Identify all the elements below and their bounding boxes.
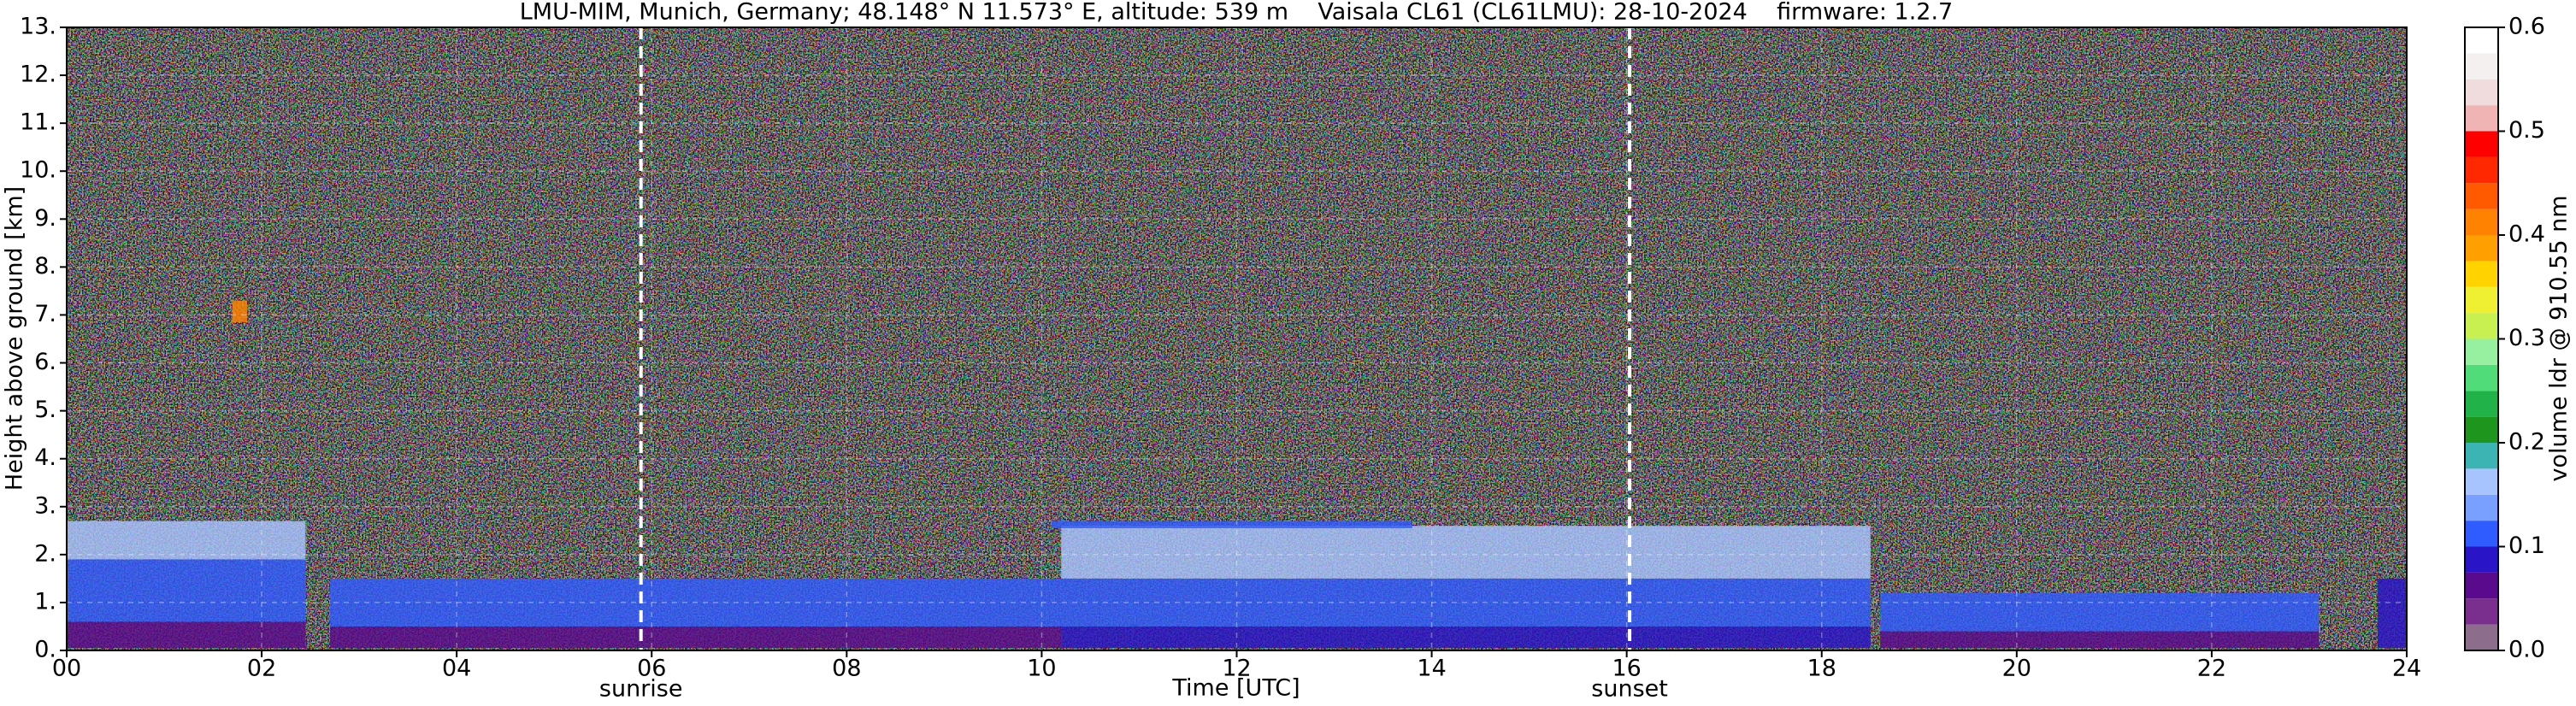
ldr-cell xyxy=(67,621,306,649)
colorbar-swatch xyxy=(2465,338,2498,365)
ldr-cell xyxy=(67,521,306,560)
colorbar-swatch xyxy=(2465,27,2498,54)
y-tick-label: 7. xyxy=(34,301,56,327)
x-tick-label: 00 xyxy=(52,656,81,682)
x-tick-label: 04 xyxy=(442,656,471,682)
y-tick-label: 3. xyxy=(34,492,56,519)
ldr-cell xyxy=(1051,521,1412,529)
chart-title: LMU-MIM, Munich, Germany; 48.148° N 11.5… xyxy=(520,0,1954,26)
y-tick-label: 1. xyxy=(34,588,56,615)
plot-frame xyxy=(66,26,2408,651)
x-tick-label: 20 xyxy=(2002,656,2031,682)
ldr-cell xyxy=(329,626,1062,649)
colorbar-swatch xyxy=(2465,313,2498,339)
x-tick-label: 08 xyxy=(832,656,861,682)
y-tick-label: 11. xyxy=(20,109,56,136)
x-tick-label: 24 xyxy=(2392,656,2421,682)
ldr-cell xyxy=(1061,626,1871,649)
colorbar-swatch xyxy=(2465,598,2498,625)
colorbar-tick-label: 0.3 xyxy=(2508,325,2545,351)
x-tick-label: 14 xyxy=(1417,656,1446,682)
x-tick-label: 16 xyxy=(1612,656,1641,682)
y-tick-label: 4. xyxy=(34,444,56,471)
plot-area xyxy=(66,26,2408,651)
x-tick-label: 10 xyxy=(1027,656,1056,682)
colorbar-swatch xyxy=(2465,468,2498,495)
ldr-cell xyxy=(1880,592,2320,632)
colorbar-swatch xyxy=(2465,79,2498,106)
colorbar-swatch xyxy=(2465,286,2498,314)
colorbar-swatch xyxy=(2465,235,2498,262)
colorbar-tick-label: 0.1 xyxy=(2508,532,2545,559)
ldr-cell xyxy=(232,300,247,322)
colorbar-swatch xyxy=(2465,443,2498,469)
colorbar-tick-label: 0.2 xyxy=(2508,429,2545,456)
colorbar-swatch xyxy=(2465,261,2498,287)
colorbar-tick-label: 0.5 xyxy=(2508,117,2545,144)
y-tick-label: 13. xyxy=(20,14,56,40)
y-tick-label: 9. xyxy=(34,205,56,232)
y-tick-label: 5. xyxy=(34,397,56,423)
colorbar-tick-label: 0.6 xyxy=(2508,14,2545,40)
sun-event-label: sunset xyxy=(1591,676,1668,703)
colorbar-swatch xyxy=(2465,364,2498,391)
y-tick-label: 8. xyxy=(34,253,56,279)
colorbar-swatch xyxy=(2465,53,2498,79)
colorbar-swatch xyxy=(2465,494,2498,521)
y-tick-label: 12. xyxy=(20,62,56,88)
ldr-cell xyxy=(2377,578,2407,649)
x-tick-label: 02 xyxy=(247,656,276,682)
colorbar-swatch xyxy=(2465,572,2498,599)
colorbar-swatch xyxy=(2465,183,2498,209)
colorbar-swatch xyxy=(2465,209,2498,235)
x-axis-label: Time [UTC] xyxy=(1171,675,1300,702)
colorbar-swatch xyxy=(2465,391,2498,417)
x-tick-label: 22 xyxy=(2197,656,2226,682)
colorbar-swatch xyxy=(2465,521,2498,547)
y-tick-label: 10. xyxy=(20,157,56,184)
y-tick-label: 6. xyxy=(34,349,56,375)
colorbar-swatch xyxy=(2465,156,2498,184)
y-tick-label: 0. xyxy=(34,637,56,663)
colorbar-label: volume ldr @ 910.55 nm xyxy=(2546,196,2573,482)
colorbar-swatch xyxy=(2465,546,2498,573)
ldr-cell xyxy=(1061,526,1871,579)
colorbar: 0.0 0.1 0.2 0.3 0.4 0.5 0.6 volume ldr @ 910.55… xyxy=(2464,14,2573,663)
x-tick-label: 18 xyxy=(1807,656,1836,682)
ldr-cell xyxy=(67,559,306,622)
x-tick-label: 06 xyxy=(637,656,666,682)
colorbar-swatch xyxy=(2465,105,2498,132)
colorbar-tick-label: 0.4 xyxy=(2508,221,2545,248)
ldr-cell xyxy=(329,578,1062,627)
x-tick-label: 12 xyxy=(1222,656,1251,682)
colorbar-swatch xyxy=(2465,624,2498,650)
y-tick-label: 2. xyxy=(34,540,56,567)
colorbar-swatch xyxy=(2465,131,2498,157)
colorbar-swatch xyxy=(2465,416,2498,443)
sun-event-label: sunrise xyxy=(599,676,683,703)
ldr-cell xyxy=(1061,578,1871,627)
colorbar-tick-label: 0.0 xyxy=(2508,637,2545,663)
ldr-cell xyxy=(1880,631,2320,649)
y-axis-label: Height above ground [km] xyxy=(2,186,28,491)
